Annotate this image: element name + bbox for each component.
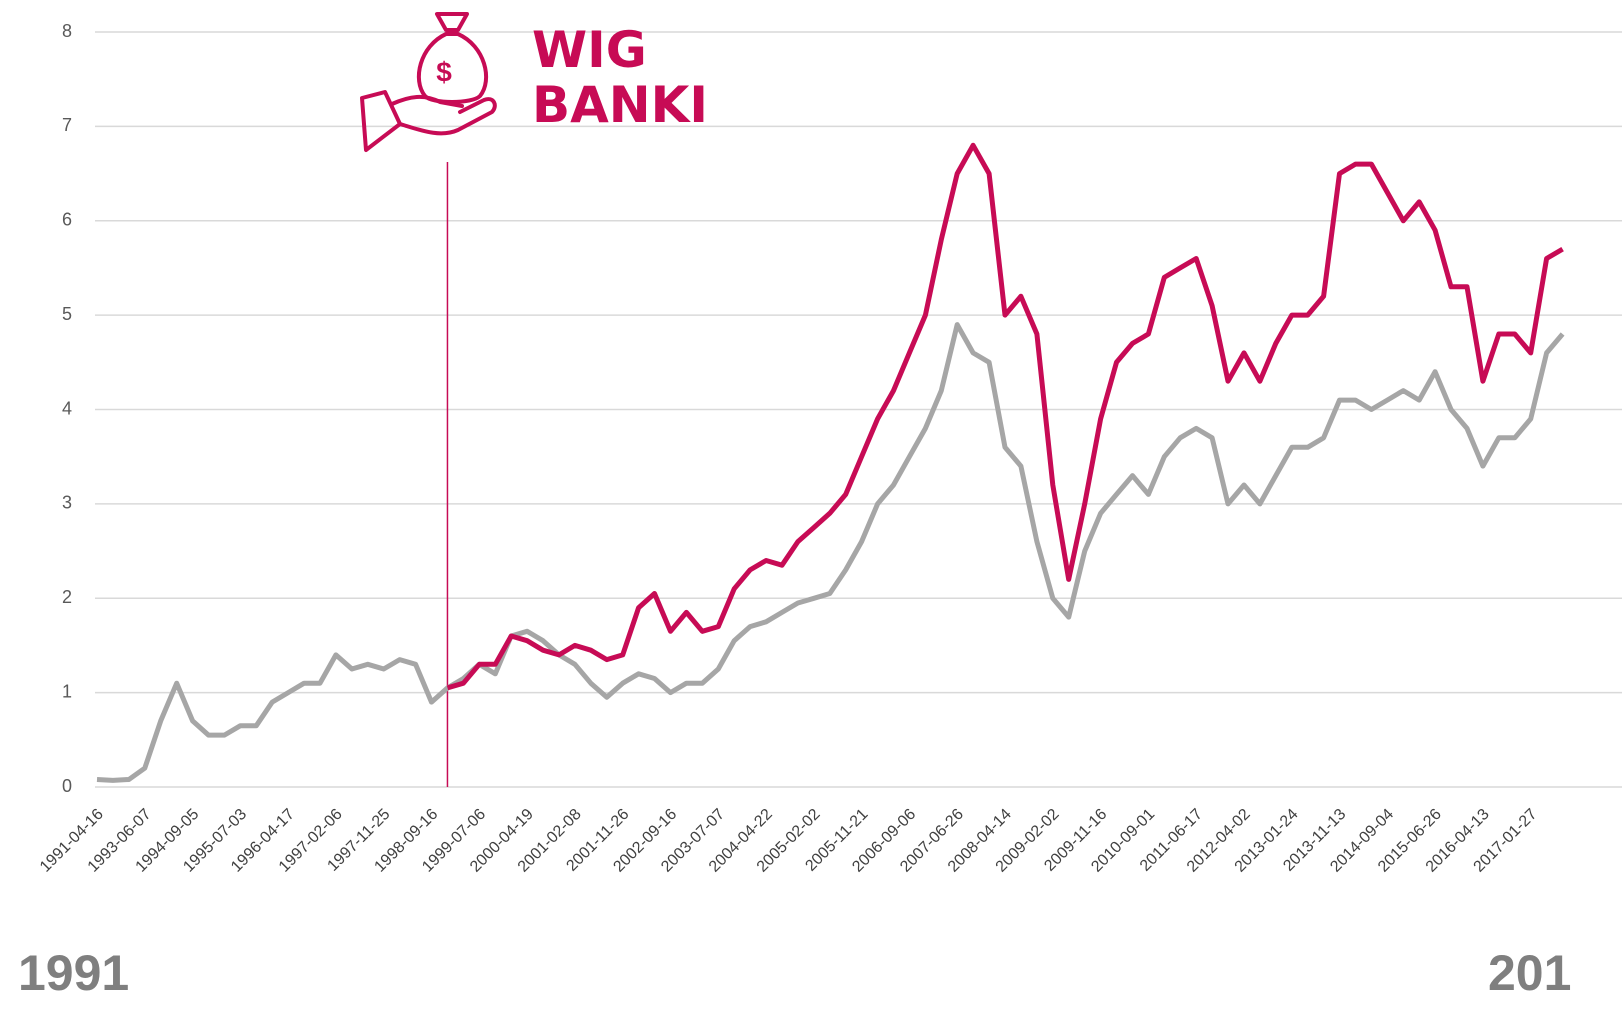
- y-tick-label: 2: [62, 587, 72, 607]
- y-tick-label: 1: [62, 681, 72, 701]
- y-tick-label: 4: [62, 398, 72, 418]
- footer-left: 1991: [18, 945, 129, 1001]
- y-tick-label: 8: [62, 21, 72, 41]
- series-line: [446, 142, 1564, 691]
- series-line: [96, 322, 1565, 783]
- chart-title: WIG: [532, 21, 647, 79]
- footer-right: 201: [1488, 945, 1571, 1001]
- y-tick-label: 5: [62, 304, 72, 324]
- bank-icon: [360, 12, 497, 152]
- dollar-sign: $: [436, 56, 452, 87]
- y-tick-label: 7: [62, 115, 72, 135]
- y-tick-label: 6: [62, 210, 72, 230]
- y-tick-label: 0: [62, 776, 72, 796]
- y-tick-label: 3: [62, 493, 72, 513]
- chart-title: BANKI: [532, 76, 708, 134]
- plot: 0123456781991-04-161993-06-071994-09-051…: [37, 21, 1622, 876]
